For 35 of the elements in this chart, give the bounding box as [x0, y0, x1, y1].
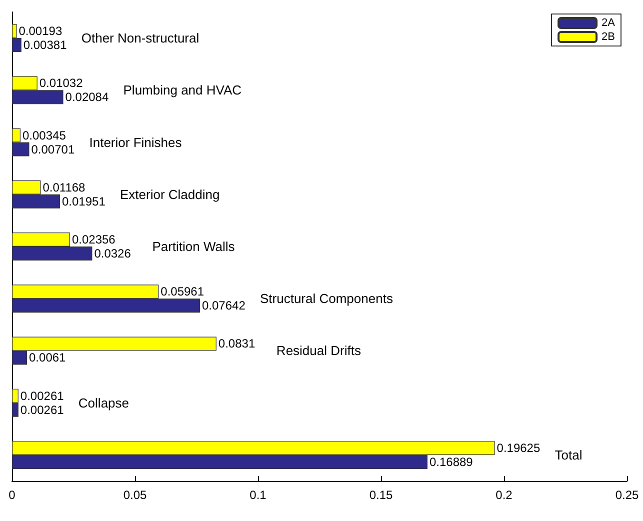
data-label: 0.0326 — [94, 246, 132, 260]
data-label: 0.00345 — [22, 128, 66, 142]
data-label: 0.01168 — [42, 180, 86, 194]
data-label: 0.01032 — [39, 76, 84, 90]
x-tick-label: 0 — [8, 488, 16, 502]
y-tick-label: Plumbing and HVAC — [123, 82, 242, 98]
data-label: 0.0831 — [218, 336, 256, 351]
data-label: 0.02356 — [72, 232, 116, 246]
y-tick-label: Total — [554, 447, 582, 462]
x-tick-label: 0.1 — [250, 488, 267, 502]
y-tick-label: Partition Walls — [152, 239, 236, 254]
y-tick-label: Exterior Cladding — [120, 186, 220, 202]
data-label: 0.01951 — [62, 194, 106, 208]
legend-label: 2B — [602, 31, 616, 43]
data-label: 0.07642 — [202, 298, 246, 313]
data-label: 0.00261 — [20, 388, 64, 403]
x-tick-label: 0.2 — [496, 488, 513, 502]
data-label: 0.00701 — [31, 142, 75, 156]
data-label: 0.19625 — [496, 440, 540, 455]
y-tick-label: Residual Drifts — [276, 343, 362, 358]
data-label: 0.00261 — [20, 402, 64, 417]
y-tick-label: Interior Finishes — [89, 134, 182, 150]
x-tick-label: 0.25 — [615, 488, 639, 502]
x-tick-label: 0.05 — [123, 488, 147, 502]
data-label: 0.00193 — [18, 24, 62, 38]
y-tick-label: Structural Components — [260, 291, 394, 306]
data-label: 0.00381 — [23, 38, 68, 52]
data-label: 0.05961 — [160, 284, 204, 299]
y-tick-label: Collapse — [78, 395, 130, 410]
x-tick-label: 0.15 — [369, 488, 393, 502]
data-label: 0.02084 — [65, 90, 109, 104]
data-label: 0.16889 — [429, 454, 474, 469]
y-tick-label: Other Non-structural — [81, 30, 200, 46]
legend-label: 2A — [602, 17, 616, 29]
data-label: 0.0061 — [29, 350, 66, 365]
